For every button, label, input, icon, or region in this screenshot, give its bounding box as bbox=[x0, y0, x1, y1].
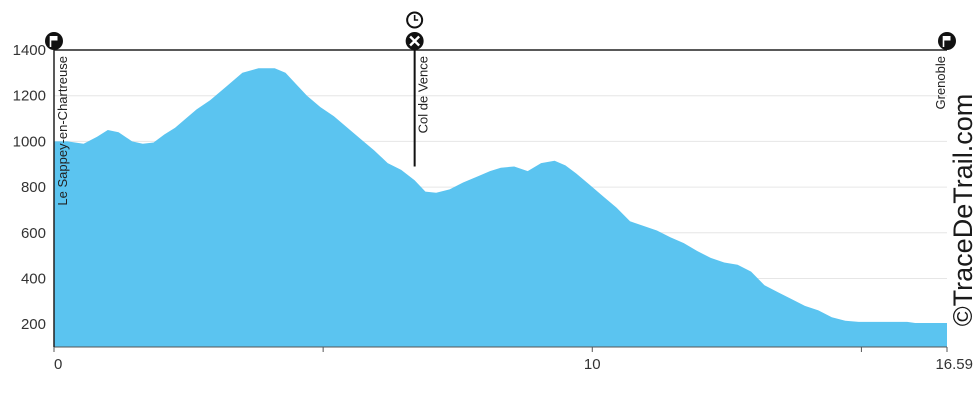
y-tick-label: 400 bbox=[21, 270, 46, 287]
elevation-profile bbox=[54, 68, 947, 348]
x-tick-label: 10 bbox=[584, 356, 601, 373]
clock-icon bbox=[406, 11, 424, 29]
route-markers: Le Sappey-en-Chartreuse Col de Vence Greno… bbox=[45, 11, 956, 206]
x-tick-label: 0 bbox=[54, 356, 62, 373]
y-tick-label: 800 bbox=[21, 179, 46, 196]
y-tick-label: 1200 bbox=[13, 88, 46, 105]
elevation-area bbox=[54, 68, 947, 348]
x-tick-label: 16.59 bbox=[935, 356, 973, 373]
marker-label: Col de Vence bbox=[416, 56, 431, 133]
y-tick-label: 1000 bbox=[13, 133, 46, 150]
y-axis-ticks: 200 400 600 800 1000 1200 1400 bbox=[13, 42, 46, 333]
y-tick-label: 200 bbox=[21, 316, 46, 333]
refreshment-icon bbox=[405, 32, 424, 50]
axes bbox=[53, 49, 947, 348]
flag-icon bbox=[938, 32, 956, 50]
flag-icon bbox=[45, 32, 63, 50]
x-axis-ticks: 0 10 16.59 bbox=[53, 347, 973, 373]
marker-label: Le Sappey-en-Chartreuse bbox=[55, 56, 70, 206]
marker-label: Grenoble bbox=[933, 56, 948, 109]
watermark-text: ©TraceDeTrail.com bbox=[948, 94, 976, 326]
y-tick-label: 600 bbox=[21, 225, 46, 242]
y-tick-label: 1400 bbox=[13, 42, 46, 59]
